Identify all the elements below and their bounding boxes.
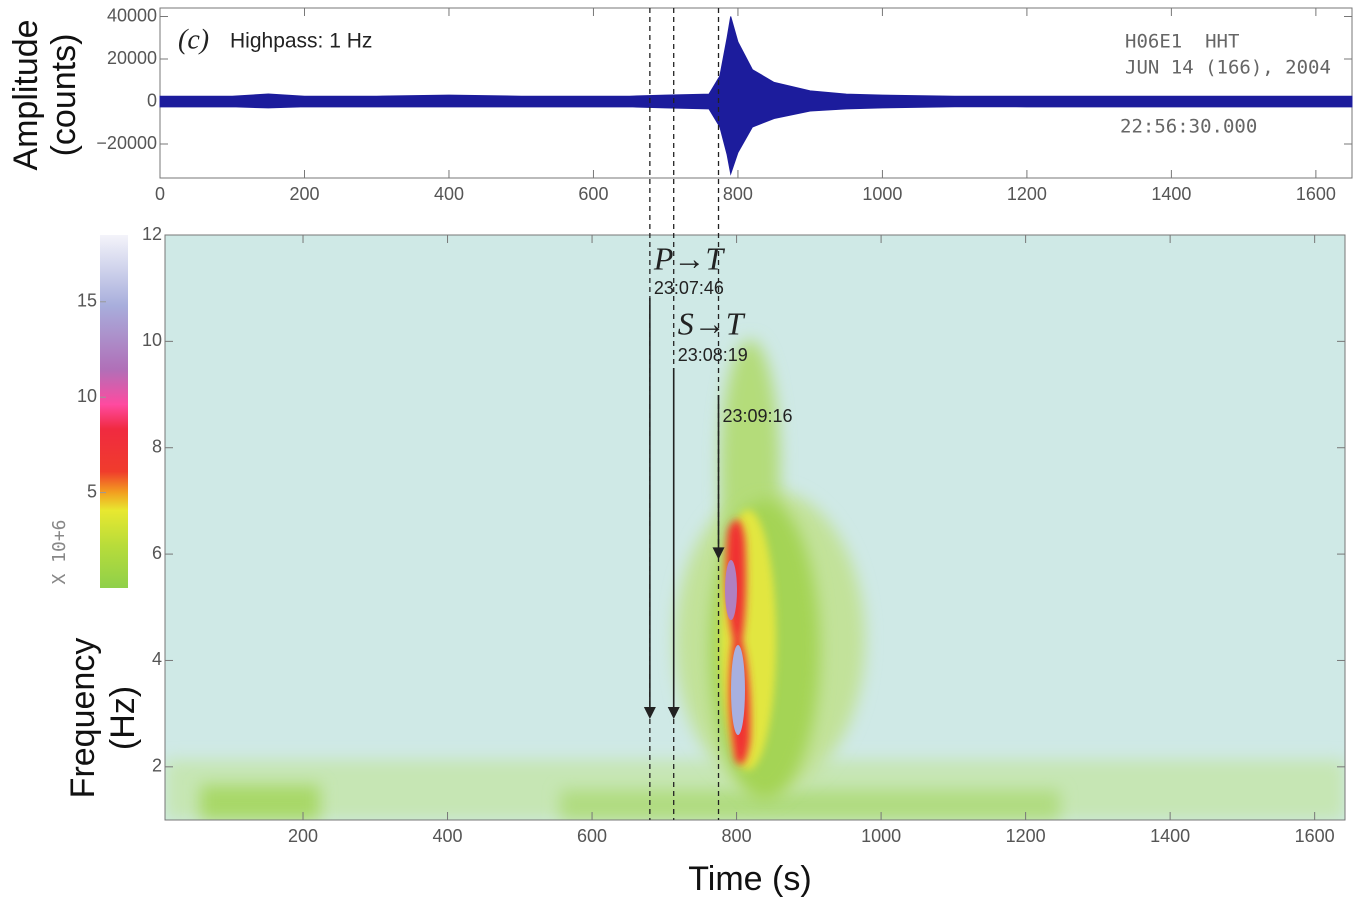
y-axis-label: Frequency [64,638,102,799]
subtitle: Highpass: 1 Hz [230,30,372,53]
y-axis-label: (counts) [45,34,83,157]
x-tick-label: 0 [155,184,165,204]
x-tick-label: 600 [578,184,608,204]
phase-label: P→T [653,240,726,276]
colorbar-label: X 10+6 [49,519,70,584]
y-tick-label: −20000 [96,133,157,153]
station-info: JUN 14 (166), 2004 [1125,57,1331,79]
y-tick-label: 0 [147,90,157,110]
y-tick-label: 2 [152,756,162,776]
arrival-time: 23:08:19 [678,345,748,365]
y-axis-label: (Hz) [104,686,142,750]
station-info: H06E1 HHT [1125,31,1239,53]
arrival-time: 23:07:46 [654,278,724,298]
x-tick-label: 400 [433,826,463,846]
y-tick-label: 6 [152,543,162,563]
arrival-time: 23:09:16 [723,406,793,426]
arrow-head [643,706,656,719]
x-tick-label: 800 [722,826,752,846]
colorbar-tick-label: 15 [77,291,97,311]
x-tick-label: 1600 [1295,826,1335,846]
y-tick-label: 12 [142,224,162,244]
x-axis-label: Time (s) [688,860,811,898]
x-tick-label: 800 [723,184,753,204]
x-tick-label: 1200 [1007,184,1047,204]
colorbar-tick-label: 5 [87,481,97,501]
x-tick-label: 1400 [1151,184,1191,204]
waveform [159,101,1353,176]
y-axis-label: Amplitude [7,19,45,170]
x-tick-label: 1200 [1006,826,1046,846]
x-tick-label: 1400 [1150,826,1190,846]
x-tick-label: 400 [434,184,464,204]
waveform [159,16,1353,102]
arrow-head [712,547,725,560]
spectrogram-image [165,235,1345,820]
y-tick-label: 10 [142,330,162,350]
x-tick-label: 1600 [1296,184,1336,204]
panel-label: (c) [178,24,209,55]
y-tick-label: 20000 [107,48,157,68]
y-tick-label: 40000 [107,5,157,25]
x-tick-label: 1000 [862,184,902,204]
station-info: 22:56:30.000 [1120,116,1257,138]
colorbar-tick-label: 10 [77,386,97,406]
arrow-head [667,706,680,719]
waveform-frame [159,7,1353,179]
y-tick-label: 8 [152,436,162,456]
x-tick-label: 1000 [861,826,901,846]
colorbar [100,235,128,588]
x-tick-label: 200 [289,184,319,204]
spectrogram-frame [164,234,1346,821]
x-tick-label: 600 [577,826,607,846]
y-tick-label: 4 [152,649,162,669]
x-tick-label: 200 [288,826,318,846]
phase-label: S→T [678,305,746,341]
